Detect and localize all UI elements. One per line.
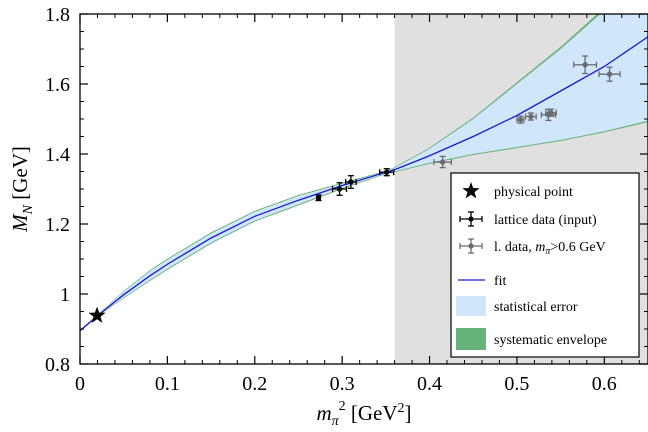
lattice-data-point: [315, 194, 322, 202]
y-tick-label: 0.8: [45, 354, 70, 376]
legend-label-physical: physical point: [494, 185, 573, 200]
legend-box: [450, 172, 640, 358]
fit-line: [80, 36, 648, 332]
legend-label-fit: fit: [494, 274, 507, 289]
heavy-data-point: [545, 108, 557, 117]
y-axis-title: MN [GeV]: [8, 146, 36, 233]
x-tick-label: 0.6: [592, 373, 617, 395]
legend-item-syst: systematic envelope: [456, 328, 607, 350]
y-tick-label: 1.4: [45, 144, 70, 166]
x-tick-label: 0.3: [330, 373, 355, 395]
legend-star-symbol: [462, 182, 480, 199]
legend-label-ldata: l. data, mπ>0.6 GeV: [494, 240, 606, 257]
heavy-data-point: [433, 155, 453, 169]
heavy-data-point: [516, 115, 525, 124]
lattice-input-points: [315, 168, 395, 202]
legend-label-stat: statistical error: [494, 300, 578, 315]
y-tick-label: 1.2: [45, 214, 70, 236]
x-tick-label: 0.4: [417, 373, 442, 395]
legend-syst-swatch: [456, 328, 486, 350]
heavy-data-point: [525, 112, 537, 121]
heavy-data-point: [573, 55, 598, 75]
x-tick-label: 0.2: [242, 373, 267, 395]
legend-stat-swatch: [456, 296, 486, 316]
x-axis-ticks: 0 0.1 0.2 0.3 0.4 0.5 0.6: [75, 14, 640, 395]
lattice-data-point: [344, 175, 357, 189]
legend-item-ldata: l. data, mπ>0.6 GeV: [459, 238, 606, 257]
y-axis-ticks: 0.8 1 1.2 1.4 1.6 1.8: [45, 4, 648, 376]
x-tick-label: 0.1: [155, 373, 180, 395]
y-tick-label: 1.6: [45, 74, 70, 96]
x-tick-label: 0: [75, 373, 85, 395]
legend: physical point lattice data (input): [450, 172, 640, 358]
legend-item-stat: statistical error: [456, 296, 578, 316]
legend-lattice-symbol: [459, 211, 483, 227]
legend-label-lattice: lattice data (input): [494, 213, 597, 228]
y-tick-label: 1.8: [45, 4, 70, 26]
lattice-data-point: [331, 182, 348, 196]
legend-label-syst: systematic envelope: [494, 333, 607, 348]
legend-item-physical: physical point: [462, 182, 573, 200]
legend-item-fit: fit: [458, 274, 507, 289]
legend-heavy-symbol: [459, 238, 483, 254]
heavy-lattice-points: [433, 55, 621, 169]
statistical-error-band: [80, 14, 648, 332]
x-tick-label: 0.5: [504, 373, 529, 395]
physical-point-star: [88, 306, 106, 323]
legend-item-lattice: lattice data (input): [459, 211, 597, 228]
x-axis-title: mπ2 [GeV2]: [316, 399, 411, 429]
lattice-data-point: [379, 168, 395, 177]
heavy-data-point: [598, 66, 621, 82]
y-tick-label: 1: [60, 284, 70, 306]
